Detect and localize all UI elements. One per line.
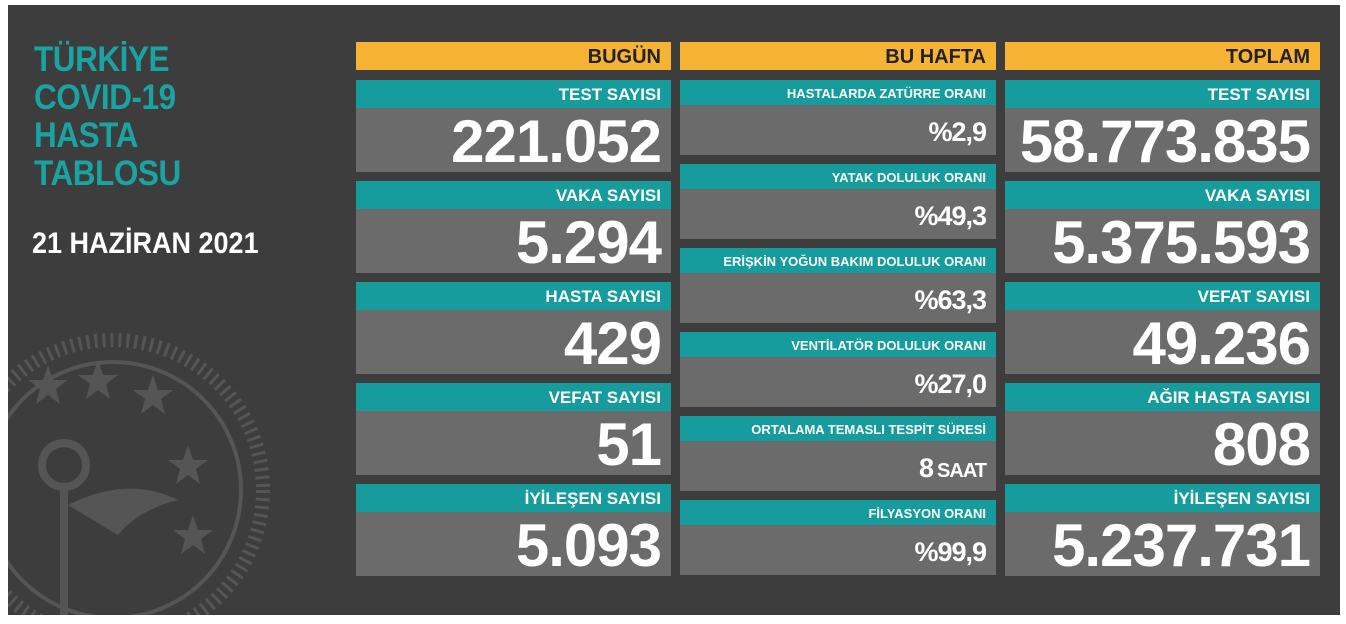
title-line: TABLOSU bbox=[34, 154, 181, 193]
stat-label: VAKA SAYISI bbox=[1005, 181, 1320, 209]
value-text: 51 bbox=[596, 411, 662, 478]
stat-value: %2,9 bbox=[680, 105, 996, 155]
stat-label: FİLYASYON ORANI bbox=[680, 500, 996, 525]
stat-value: 49.236 bbox=[1005, 310, 1320, 377]
stat-label: VENTİLATÖR DOLULUK ORANI bbox=[680, 332, 996, 357]
stat-label: ERİŞKİN YOĞUN BAKIM DOLULUK ORANI bbox=[680, 248, 996, 273]
stat-label: TEST SAYISI bbox=[356, 80, 671, 108]
stat-label: ORTALAMA TEMASLI TESPİT SÜRESİ bbox=[680, 416, 996, 441]
title-line: COVID-19 bbox=[34, 78, 176, 117]
stat-value: 5.093 bbox=[356, 512, 671, 579]
stat-value: 8 SAAT bbox=[680, 441, 996, 491]
value-text: %99,9 bbox=[914, 537, 987, 567]
value-text: 58.773.835 bbox=[1019, 108, 1311, 175]
dashboard: TÜRKİYE COVID-19 HASTA TABLOSU 21 HAZİRAN 20… bbox=[8, 5, 1340, 615]
value-text: 808 bbox=[1212, 411, 1311, 478]
stat-label: HASTALARDA ZATÜRRE ORANI bbox=[680, 80, 996, 105]
stat-value: 51 bbox=[356, 411, 671, 478]
stat-label: YATAK DOLULUK ORANI bbox=[680, 164, 996, 189]
value-text: %63,3 bbox=[914, 285, 987, 315]
stat-value: %63,3 bbox=[680, 273, 996, 323]
stat-value: 808 bbox=[1005, 411, 1320, 478]
value-text: 221.052 bbox=[451, 108, 662, 175]
value-text: 5.093 bbox=[515, 512, 662, 579]
stat-value: %99,9 bbox=[680, 525, 996, 575]
column-header: BU HAFTA bbox=[680, 42, 996, 70]
stat-label: İYİLEŞEN SAYISI bbox=[1005, 484, 1320, 512]
date: 21 HAZİRAN 2021 bbox=[32, 227, 259, 260]
stat-label: HASTA SAYISI bbox=[356, 282, 671, 310]
value-text: %27,0 bbox=[914, 369, 987, 399]
stat-label: VAKA SAYISI bbox=[356, 181, 671, 209]
stat-label: VEFAT SAYISI bbox=[1005, 282, 1320, 310]
stat-value: 221.052 bbox=[356, 108, 671, 175]
column-header: TOPLAM bbox=[1005, 42, 1320, 70]
title-line: TÜRKİYE bbox=[34, 40, 170, 79]
value-text: %49,3 bbox=[914, 201, 987, 231]
value-text: 5.294 bbox=[515, 209, 662, 276]
stat-label: TEST SAYISI bbox=[1005, 80, 1320, 108]
stat-value: 5.375.593 bbox=[1005, 209, 1320, 276]
value-text: 429 bbox=[563, 310, 662, 377]
value-unit: SAAT bbox=[937, 460, 987, 482]
value-text: 8 bbox=[919, 453, 934, 483]
stat-label: VEFAT SAYISI bbox=[356, 383, 671, 411]
stat-value: %49,3 bbox=[680, 189, 996, 239]
stat-value: 5.294 bbox=[356, 209, 671, 276]
stat-value: %27,0 bbox=[680, 357, 996, 407]
value-text: %2,9 bbox=[928, 117, 987, 147]
stat-label: İYİLEŞEN SAYISI bbox=[356, 484, 671, 512]
stat-value: 58.773.835 bbox=[1005, 108, 1320, 175]
stat-value: 5.237.731 bbox=[1005, 512, 1320, 579]
value-text: 5.375.593 bbox=[1052, 209, 1311, 276]
value-text: 49.236 bbox=[1132, 310, 1311, 377]
title-line: HASTA bbox=[34, 116, 138, 155]
stat-label: AĞIR HASTA SAYISI bbox=[1005, 383, 1320, 411]
column-header: BUGÜN bbox=[356, 42, 671, 70]
emblem bbox=[8, 333, 270, 615]
value-text: 5.237.731 bbox=[1052, 512, 1311, 579]
stat-value: 429 bbox=[356, 310, 671, 377]
